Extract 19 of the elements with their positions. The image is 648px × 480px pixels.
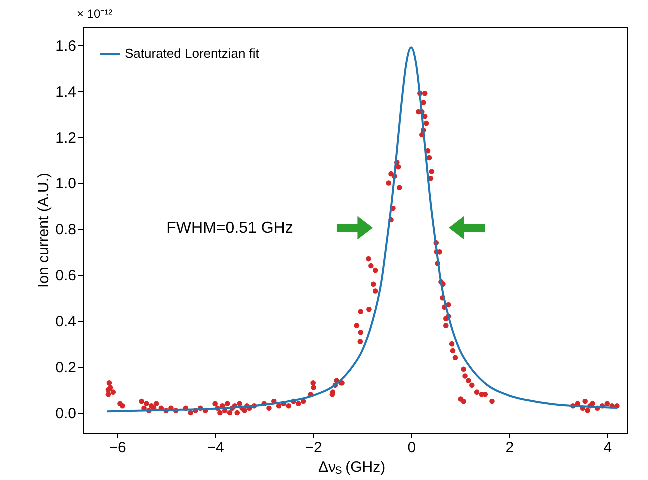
y-tick-label: 1.0 (56, 176, 76, 193)
annotation: FWHM=0.51 GHz (166, 220, 294, 237)
x-tick-label: −4 (207, 440, 224, 456)
x-tick-label: 4 (604, 440, 612, 456)
y-axis-title: Ion current (A.U.) (36, 172, 53, 288)
y-tick-label: 0.4 (56, 314, 76, 331)
text: × 10⁻¹² (77, 7, 113, 21)
y-tick-label: 0.8 (56, 222, 76, 239)
y-tick-label: 1.2 (56, 130, 76, 147)
y-tick-label: 0.2 (56, 360, 76, 377)
y-tick-label: 0.6 (56, 268, 76, 285)
x-tick-label: −2 (305, 440, 322, 456)
x-tick-label: 0 (408, 440, 416, 456)
y-tick-label: 1.4 (56, 84, 76, 101)
x-tick-label: −6 (109, 440, 126, 456)
y-tick-label: 0.0 (56, 406, 76, 423)
legend-label: Saturated Lorentzian fit (125, 46, 260, 61)
x-tick-label: 2 (506, 440, 514, 456)
y-tick-label: 1.6 (56, 38, 76, 55)
